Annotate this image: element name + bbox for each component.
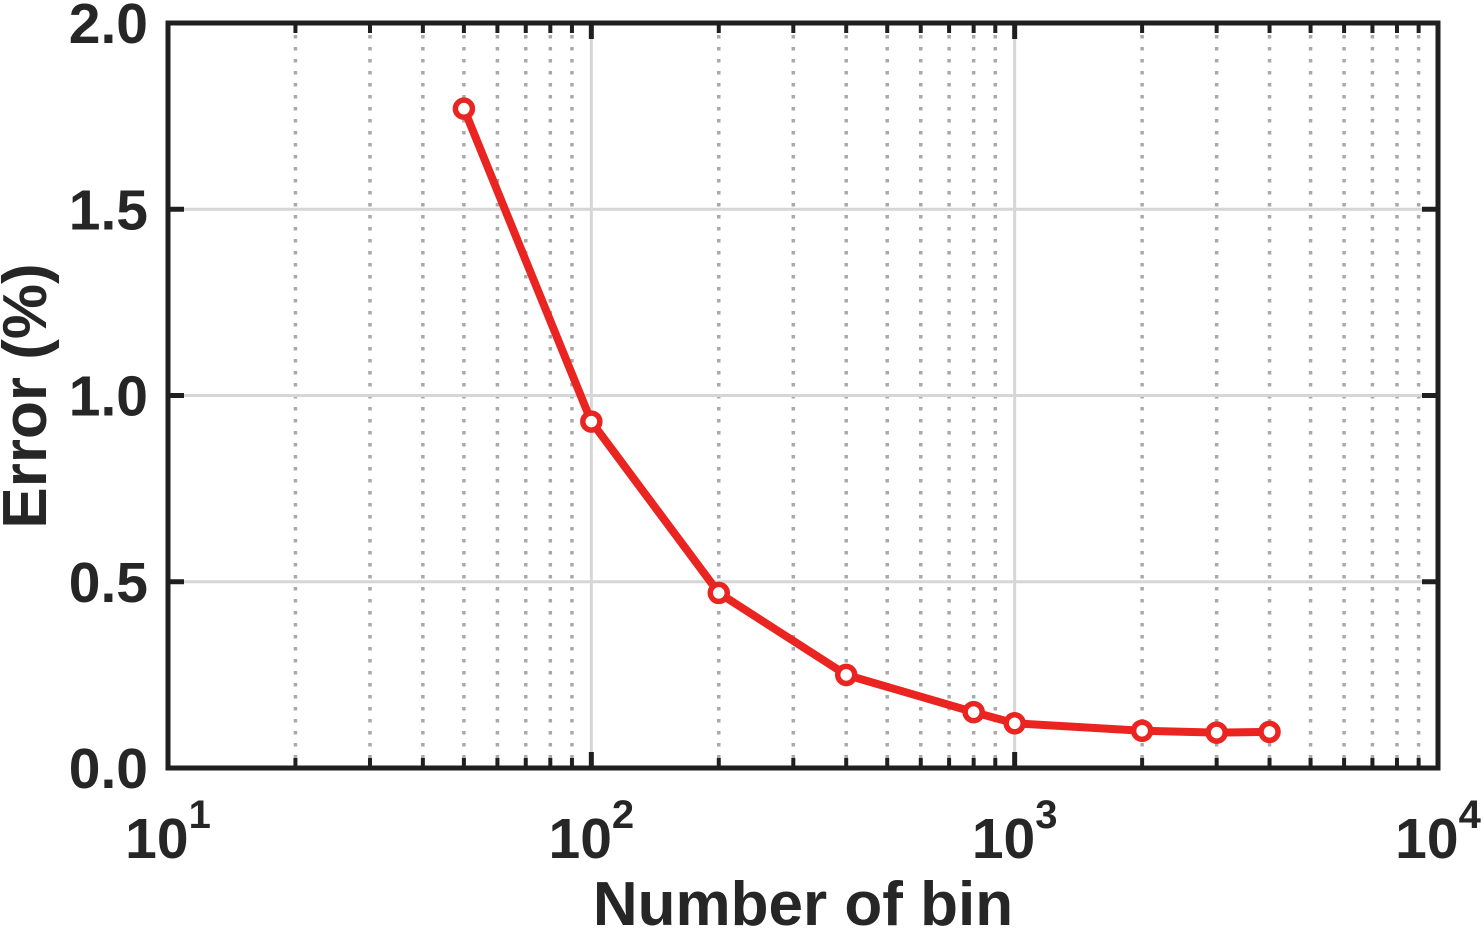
x-tick-label: 101 [125,793,211,871]
y-tick-label: 0.0 [69,737,148,801]
y-tick-label: 2.0 [69,0,148,56]
data-point-marker [580,410,603,433]
tick-labels: 0.0 0.5 1.0 1.5 2.0 101 102 103 104 [69,0,1482,871]
y-axis-label: Error (%) [0,263,60,528]
x-tick-label: 102 [549,793,635,871]
x-tick-label: 104 [1395,793,1481,871]
plot-frame [165,20,1441,771]
data-point-marker [452,97,476,120]
y-tick-label: 1.0 [69,365,148,429]
x-axis-label: Number of bin [593,870,1013,937]
y-tick-label: 0.5 [69,551,148,615]
data-point-marker [1003,712,1026,735]
data-point-marker [1258,720,1281,744]
major-gridlines [168,23,1438,768]
data-series [452,97,1281,744]
data-point-marker [1205,721,1228,744]
data-point-marker [962,700,985,724]
x-tick-label: 103 [972,793,1058,871]
data-point-marker [1130,719,1154,742]
data-point-marker [834,663,858,687]
data-point-marker [707,581,731,605]
y-tick-label: 1.5 [69,178,148,242]
